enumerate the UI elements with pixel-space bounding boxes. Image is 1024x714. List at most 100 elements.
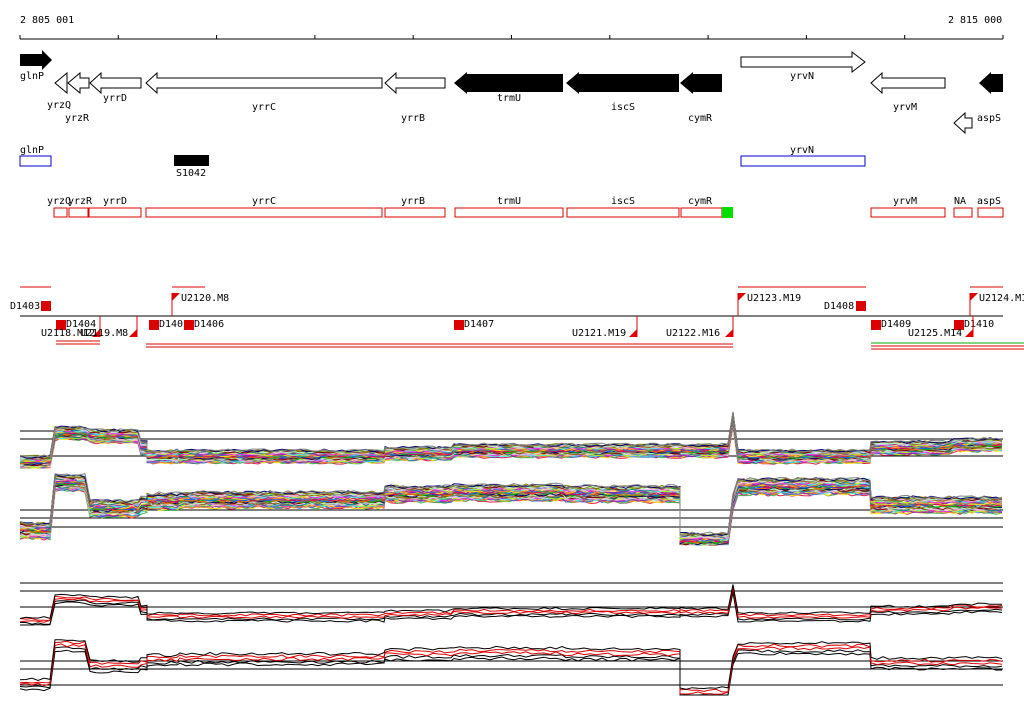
summary-panel-forward [19,582,1003,626]
red-feature-label: cymR [688,196,713,207]
black-feature-label: S1042 [176,168,206,179]
coordinate-ruler: 2 805 001 2 815 000 [19,15,1004,40]
red-feature-box[interactable] [680,207,723,218]
red-feature-track: yrzQ yrzR yrrD yrrC yrrB trmU iscS cymR … [47,196,1004,218]
gene-glnP[interactable]: glnP [20,50,52,82]
boundary-marker[interactable] [954,320,964,330]
boundary-marker[interactable] [871,320,881,330]
gene-yrvM[interactable]: yrvM [870,71,946,113]
gene-iscS[interactable]: iscS [566,72,679,113]
summary-profile-line [19,639,1003,690]
boundary-label: D1408 [824,301,854,312]
summary-profile-line [19,640,1003,693]
upshift-label: U2123.M19 [747,293,801,304]
summary-profile-line [19,587,1003,623]
summary-profile-line [19,649,1003,696]
gene-aspS[interactable]: aspS [953,72,1003,135]
red-feature-box[interactable] [454,207,564,218]
expression-profile-line [19,422,1003,469]
blue-feature-label: yrvN [790,145,814,156]
red-feature-label: yrzR [68,196,93,207]
gene-yrzR[interactable]: yrzR [65,71,90,124]
gene-label: yrzR [65,113,90,124]
gene-yrrB[interactable]: yrrB [384,71,446,124]
boundary-marker[interactable] [56,320,66,330]
summary-profile-line [20,590,1003,625]
upshift-label: U2124.M12 [979,293,1024,304]
red-feature-box[interactable] [145,207,383,218]
boundary-marker[interactable] [41,301,51,311]
boundary-label: D1410 [964,319,994,330]
gene-label: aspS [977,113,1001,124]
red-feature-label: NA [954,196,966,207]
red-feature-box[interactable] [68,207,89,218]
gene-trmU[interactable]: trmU [454,72,563,104]
red-feature-label: yrrC [252,196,276,207]
downshift-marker[interactable] [629,329,637,337]
expression-profile-line [19,412,1003,458]
downshift-marker[interactable] [725,329,733,337]
summary-profile-line [19,643,1003,695]
blue-feature-box[interactable] [740,155,866,167]
gene-yrvN[interactable]: yrvN [740,50,866,82]
downshift-marker[interactable] [129,329,137,337]
upshift-label: U2120.M8 [181,293,229,304]
boundary-label: D1404 [66,319,96,330]
red-feature-box[interactable] [977,207,1004,218]
blue-feature-label: glnP [20,145,44,156]
expression-panel-reverse [19,472,1003,546]
boundary-marker[interactable] [454,320,464,330]
ruler-ticks [19,35,1004,39]
gene-label: yrrD [103,93,127,104]
boundary-label: D1405 [159,319,189,330]
downshift-label: U2122.M16 [666,328,720,339]
gene-label: yrrC [252,102,276,113]
red-feature-label: trmU [497,196,521,207]
downshift-label: U2121.M19 [572,328,626,339]
gene-yrzQ[interactable]: yrzQ [47,71,71,111]
summary-panel-reverse [19,639,1003,696]
summary-profile-line [20,592,1003,626]
boundary-marker[interactable] [856,301,866,311]
green-marker[interactable] [722,207,733,218]
red-feature-label: iscS [611,196,635,207]
downshift-marker[interactable] [965,329,973,337]
gene-yrrC[interactable]: yrrC [145,71,383,113]
boundary-marker[interactable] [184,320,194,330]
boundary-marker[interactable] [149,320,159,330]
gene-label: cymR [688,113,713,124]
summary-profile-line [19,584,1003,620]
gene-label: iscS [611,102,635,113]
gene-yrrD[interactable]: yrrD [89,71,142,104]
downshift-label: U2118.M12 [41,328,95,339]
black-feature-box[interactable] [174,155,209,166]
segmentation-track: D1403 D1404 D1405 D1406 D1407 D1408 D140… [10,286,1024,350]
red-feature-label: yrzQ [47,196,71,207]
red-feature-box[interactable] [88,207,142,218]
blue-feature-track: glnP yrvN S1042 [19,145,866,179]
boundary-label: D1403 [10,301,40,312]
red-feature-box[interactable] [384,207,446,218]
gene-label: yrvM [893,102,917,113]
gene-label: yrzQ [47,100,71,111]
expression-profile-line [19,474,1003,538]
red-feature-box[interactable] [566,207,680,218]
gene-label: yrrB [401,113,425,124]
gene-cymR[interactable]: cymR [680,72,722,124]
boundary-label: D1407 [464,319,494,330]
boundary-label: D1409 [881,319,911,330]
upshift-marker[interactable] [738,293,746,301]
boundary-label: D1406 [194,319,224,330]
red-feature-label: yrrB [401,196,425,207]
red-feature-box[interactable] [53,207,68,218]
upshift-marker[interactable] [172,293,180,301]
ruler-end-label: 2 815 000 [948,15,1002,26]
red-feature-box[interactable] [953,207,973,218]
downshift-marker[interactable] [92,329,100,337]
red-feature-box[interactable] [870,207,946,218]
blue-feature-box[interactable] [19,155,52,167]
expression-profile-line [19,472,1003,536]
upshift-marker[interactable] [970,293,978,301]
expression-profile-line [20,414,1003,459]
